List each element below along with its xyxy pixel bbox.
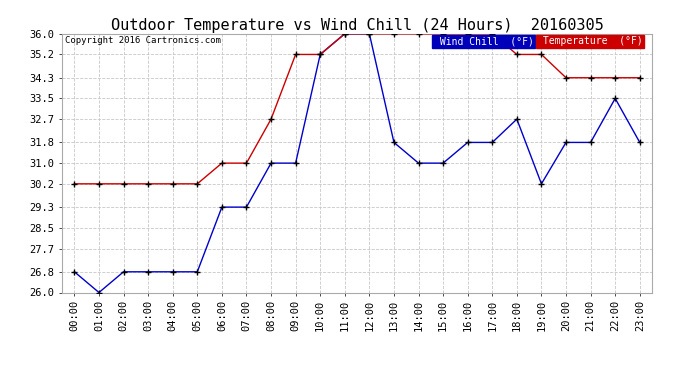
Text: Copyright 2016 Cartronics.com: Copyright 2016 Cartronics.com: [65, 36, 221, 45]
Text: Wind Chill  (°F): Wind Chill (°F): [434, 36, 533, 46]
Text: Temperature  (°F): Temperature (°F): [537, 36, 643, 46]
Title: Outdoor Temperature vs Wind Chill (24 Hours)  20160305: Outdoor Temperature vs Wind Chill (24 Ho…: [110, 18, 604, 33]
